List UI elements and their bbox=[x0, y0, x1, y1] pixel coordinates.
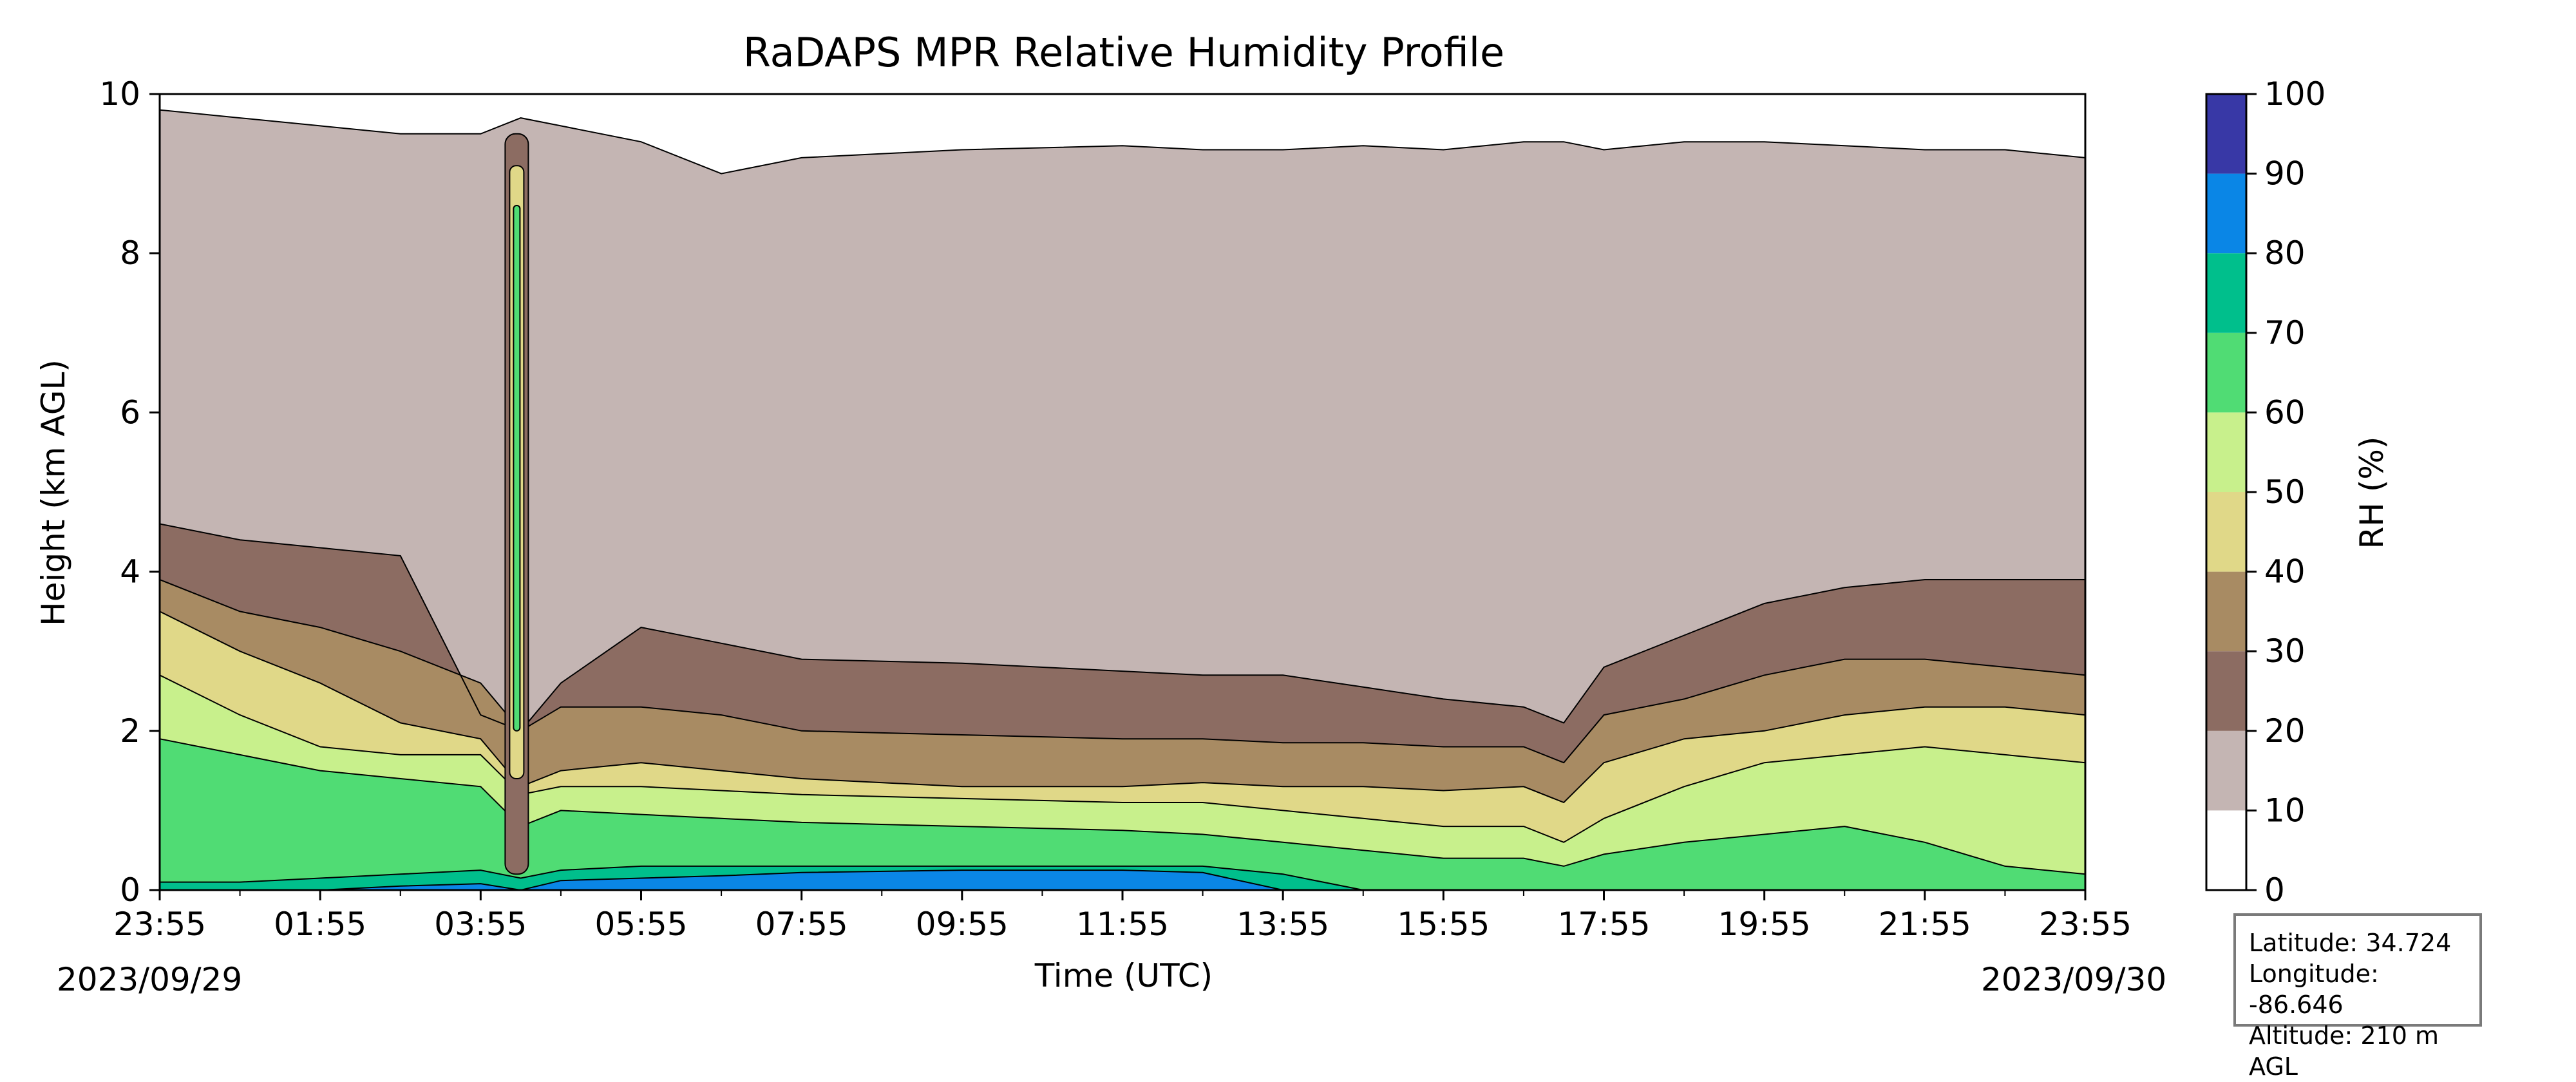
latitude-text: Latitude: 34.724 bbox=[2249, 929, 2452, 957]
longitude-text: Longitude: -86.646 bbox=[2249, 960, 2379, 1019]
x-tick-label: 05:55 bbox=[594, 906, 687, 943]
x-tick-label: 23:55 bbox=[113, 906, 206, 943]
colorbar-tick-label: 0 bbox=[2264, 871, 2285, 909]
colorbar-segment bbox=[2206, 94, 2246, 174]
x-tick-label: 01:55 bbox=[274, 906, 366, 943]
colorbar-tick-label: 10 bbox=[2264, 792, 2306, 829]
x-tick-label: 09:55 bbox=[916, 906, 1009, 943]
colorbar-segment bbox=[2206, 173, 2246, 254]
altitude-text: Altitude: 210 m AGL bbox=[2249, 1021, 2439, 1081]
colorbar-tick-label: 70 bbox=[2264, 314, 2306, 352]
colorbar-tick-label: 50 bbox=[2264, 473, 2306, 511]
plot-area bbox=[158, 93, 2087, 891]
band-30-40-contour bbox=[159, 579, 2086, 764]
chart-title: RaDAPS MPR Relative Humidity Profile bbox=[743, 29, 1504, 76]
colorbar-segment bbox=[2206, 412, 2246, 492]
moist-column-inner bbox=[513, 205, 521, 732]
x-tick-label: 07:55 bbox=[755, 906, 848, 943]
x-tick-label: 15:55 bbox=[1397, 906, 1490, 943]
y-tick-label: 6 bbox=[120, 394, 140, 431]
colorbar-tick-label: 90 bbox=[2264, 155, 2306, 193]
band-40-50-contour bbox=[159, 611, 2086, 804]
site-info-box: Latitude: 34.724 Longitude: -86.646 Alti… bbox=[2233, 913, 2482, 1081]
colorbar-segment bbox=[2206, 492, 2246, 572]
x-tick-label: 19:55 bbox=[1718, 906, 1811, 943]
x-axis: 23:55 01:55 03:55 05:55 07:55 09:55 11:55 13:55… bbox=[113, 890, 2132, 943]
x-axis-label: Time (UTC) bbox=[1034, 957, 1213, 994]
y-tick-label: 2 bbox=[120, 712, 140, 750]
colorbar-segment bbox=[2206, 730, 2246, 811]
colorbar-tick-label: 80 bbox=[2264, 234, 2306, 272]
colorbar-segment bbox=[2206, 253, 2246, 333]
rh-profile-chart: RaDAPS MPR Relative Humidity Profile 23:… bbox=[35, 29, 2391, 998]
y-tick-label: 8 bbox=[120, 234, 140, 272]
band-10-20-contour bbox=[159, 109, 2086, 175]
y-tick-label: 10 bbox=[99, 75, 140, 113]
colorbar-tick-label: 20 bbox=[2264, 712, 2306, 750]
band-60-70 bbox=[160, 739, 2085, 890]
colorbar-tick-label: 40 bbox=[2264, 553, 2306, 591]
colorbar-segment bbox=[2206, 332, 2246, 413]
colorbar-segment bbox=[2206, 571, 2246, 652]
colorbar-segment bbox=[2206, 651, 2246, 731]
x-tick-label: 03:55 bbox=[434, 906, 527, 943]
y-axis: 0 2 4 6 8 10 bbox=[99, 75, 160, 909]
x-tick-label: 13:55 bbox=[1236, 906, 1329, 943]
y-tick-label: 4 bbox=[120, 553, 140, 591]
x-tick-label: 21:55 bbox=[1879, 906, 1971, 943]
colorbar-tick-label: 60 bbox=[2264, 394, 2306, 431]
band-80-90 bbox=[160, 870, 2085, 890]
band-60-70-contour bbox=[159, 738, 2086, 875]
colorbar: 0 10 20 30 40 50 60 70 80 90 100 bbox=[2205, 75, 2325, 909]
x-tick-label: 11:55 bbox=[1076, 906, 1169, 943]
x-tick-label: 23:55 bbox=[2039, 906, 2132, 943]
band-20-30-contour bbox=[159, 523, 2085, 732]
colorbar-label: RH (%) bbox=[2353, 437, 2391, 549]
start-date-label: 2023/09/29 bbox=[57, 961, 242, 998]
colorbar-tick-label: 30 bbox=[2264, 632, 2306, 670]
y-tick-label: 0 bbox=[120, 871, 140, 909]
end-date-label: 2023/09/30 bbox=[1981, 961, 2166, 998]
band-50-60-contour bbox=[159, 674, 2086, 843]
x-tick-label: 17:55 bbox=[1557, 906, 1650, 943]
y-axis-label: Height (km AGL) bbox=[35, 359, 72, 626]
colorbar-segment bbox=[2206, 810, 2246, 890]
colorbar-tick-label: 100 bbox=[2264, 75, 2325, 113]
